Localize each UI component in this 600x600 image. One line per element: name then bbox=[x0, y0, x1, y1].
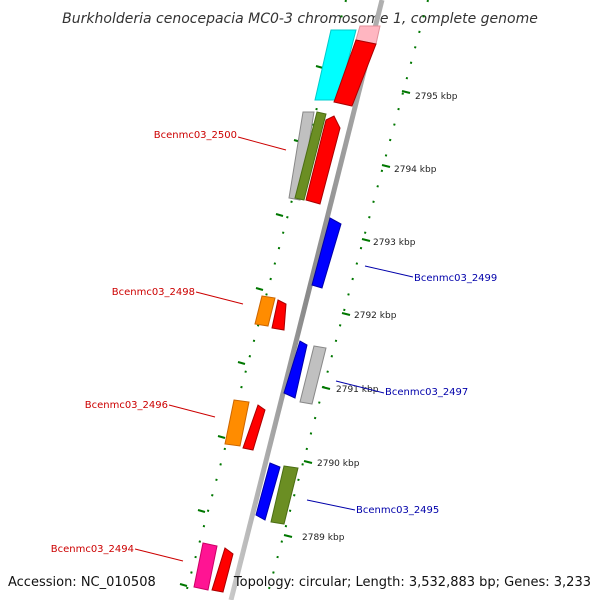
tick-mark bbox=[303, 460, 313, 464]
gene-arrow-gray bbox=[299, 345, 327, 405]
tick-mark bbox=[381, 164, 391, 168]
gene-arrow-red bbox=[271, 299, 287, 331]
tick-mark-minor bbox=[197, 509, 206, 513]
gene-labels: Bcenmc03_2500 Bcenmc03_2499 Bcenmc03_249… bbox=[51, 130, 498, 555]
gene-label-2496: Bcenmc03_2496 bbox=[85, 400, 168, 411]
tick-mark-minor bbox=[217, 435, 226, 439]
connector-2494 bbox=[134, 548, 184, 562]
gene-arrow-blue bbox=[311, 217, 342, 289]
tick-mark-minor bbox=[179, 583, 188, 587]
tick-labels: 2795 kbp 2794 kbp 2793 kbp 2792 kbp 2791… bbox=[302, 92, 458, 543]
gene-label-2498: Bcenmc03_2498 bbox=[112, 287, 195, 298]
gene-label-2497: Bcenmc03_2497 bbox=[385, 387, 468, 398]
tick-label: 2792 kbp bbox=[354, 311, 397, 321]
gene-arrow-magenta bbox=[193, 542, 218, 591]
tick-mark-minor bbox=[275, 213, 284, 217]
tick-marks bbox=[179, 65, 411, 587]
connector-2500 bbox=[237, 136, 287, 151]
label-connectors bbox=[134, 136, 414, 562]
connector-2496 bbox=[168, 404, 216, 418]
gene-arrow-orange bbox=[224, 399, 250, 447]
tick-mark bbox=[361, 238, 371, 242]
tick-label: 2789 kbp bbox=[302, 533, 345, 543]
tick-mark bbox=[283, 534, 293, 538]
connector-2499 bbox=[364, 265, 414, 278]
gene-arrow-red bbox=[305, 115, 341, 205]
genes-forward bbox=[211, 25, 381, 593]
gene-label-2500: Bcenmc03_2500 bbox=[154, 130, 237, 141]
gene-arrow-red bbox=[242, 404, 266, 451]
gene-arrow-olive bbox=[270, 465, 299, 525]
genome-summary-text: Topology: circular; Length: 3,532,883 bp… bbox=[233, 575, 591, 590]
gene-label-2495: Bcenmc03_2495 bbox=[356, 505, 439, 516]
tick-label: 2793 kbp bbox=[373, 238, 416, 248]
backbone-line bbox=[228, 0, 385, 600]
tick-label: 2791 kbp bbox=[336, 385, 379, 395]
tick-mark-minor bbox=[237, 361, 246, 365]
tick-mark-minor bbox=[255, 287, 264, 291]
connector-2497 bbox=[335, 380, 385, 394]
gene-arrow-blue bbox=[255, 462, 281, 521]
gene-arrow-red bbox=[211, 547, 234, 593]
gene-arrow-blue bbox=[283, 340, 308, 399]
tick-label: 2794 kbp bbox=[394, 165, 437, 175]
tick-label: 2795 kbp bbox=[415, 92, 458, 102]
genes-reverse bbox=[193, 29, 357, 591]
tick-mark bbox=[341, 312, 351, 316]
map-title: Burkholderia cenocepacia MC0-3 chromosom… bbox=[62, 11, 538, 27]
gene-arrow-red bbox=[333, 39, 377, 107]
gene-label-2494: Bcenmc03_2494 bbox=[51, 544, 134, 555]
gene-label-2499: Bcenmc03_2499 bbox=[414, 273, 497, 284]
tick-label: 2790 kbp bbox=[317, 459, 360, 469]
connector-2495 bbox=[306, 499, 356, 511]
accession-text: Accession: NC_010508 bbox=[8, 575, 156, 590]
gene-arrow-gray bbox=[288, 111, 315, 201]
gene-arrow-olive bbox=[294, 111, 327, 201]
connector-2498 bbox=[195, 291, 244, 305]
tick-mark bbox=[321, 386, 331, 390]
tick-mark-minor bbox=[315, 65, 324, 69]
tick-mark bbox=[401, 90, 411, 94]
gene-arrow-orange bbox=[254, 295, 276, 327]
